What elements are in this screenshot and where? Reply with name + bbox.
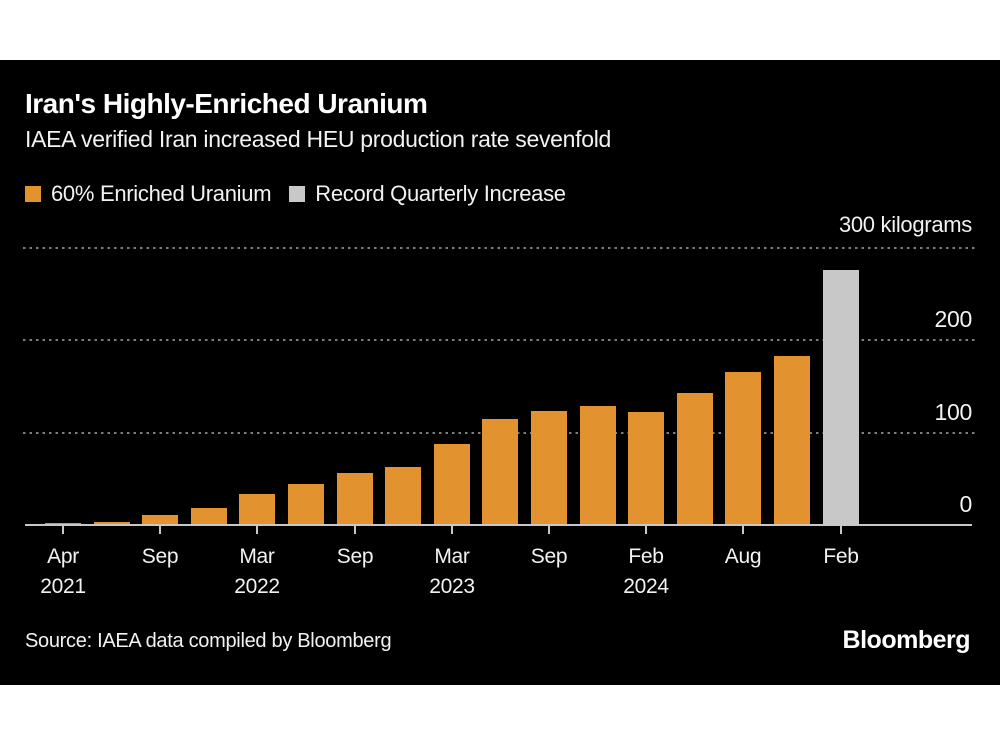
x-tick-month: Apr (47, 545, 79, 568)
bar (774, 356, 810, 524)
legend-swatch-gray-icon (289, 186, 306, 202)
bar (531, 411, 567, 524)
bar (482, 419, 518, 524)
y-axis-label-0: 0 (959, 491, 973, 517)
x-tick-month: Sep (141, 545, 179, 568)
bar (239, 494, 275, 524)
legend-item-enriched-uranium: 60% Enriched Uranium (25, 181, 272, 207)
x-axis-tick (354, 526, 356, 534)
bar (628, 412, 664, 524)
y-axis-label-100: 100 (934, 398, 973, 425)
y-axis-label-200: 200 (934, 306, 973, 333)
x-axis-tick (742, 526, 744, 534)
x-tick-label: Sep (494, 542, 604, 572)
legend-swatch-orange-icon (25, 186, 41, 202)
x-tick-label: Feb 2024 (591, 542, 701, 602)
x-tick-year: 2024 (623, 575, 669, 598)
source-text: Source: IAEA data compiled by Bloomberg (25, 630, 392, 652)
bar (725, 372, 761, 524)
x-tick-label: Mar 2023 (397, 542, 507, 602)
bar (142, 515, 178, 524)
bar (337, 473, 373, 524)
x-tick-month: Feb (823, 545, 859, 568)
x-tick-label: Sep (300, 542, 410, 572)
x-tick-label: Sep (105, 542, 215, 572)
chart-card: Iran's Highly-Enriched Uranium IAEA veri… (0, 60, 1000, 685)
x-axis-tick (159, 526, 161, 534)
gridline-300 (23, 247, 975, 249)
bar (191, 508, 227, 524)
bloomberg-logo: Bloomberg (842, 626, 971, 654)
legend-item-record-increase: Record Quarterly Increase (289, 181, 566, 207)
legend-label: Record Quarterly Increase (315, 181, 566, 206)
bar (677, 393, 713, 524)
x-tick-month: Feb (628, 545, 664, 568)
x-tick-month: Sep (336, 545, 374, 568)
bar (385, 467, 421, 524)
plot-area: Apr 2021 Sep Mar 2022 Sep Mar 2023 Sep Feb 2024 Aug… (0, 60, 1000, 685)
x-tick-year: 2023 (429, 575, 475, 598)
x-tick-year: 2022 (234, 575, 280, 598)
y-axis-unit-label: 300 kilograms (838, 212, 972, 237)
x-axis-tick (548, 526, 550, 534)
x-tick-label: Aug (688, 542, 798, 572)
x-tick-label: Apr 2021 (8, 542, 118, 602)
x-tick-year: 2021 (40, 575, 86, 598)
x-tick-label: Feb (786, 542, 896, 572)
x-tick-month: Aug (724, 545, 762, 568)
bar (288, 484, 324, 524)
x-tick-label: Mar 2022 (202, 542, 312, 602)
x-axis-tick (840, 526, 842, 534)
x-tick-month: Sep (530, 545, 568, 568)
x-axis-tick (256, 526, 258, 534)
bar (94, 522, 130, 524)
bar (580, 406, 616, 524)
x-axis-line (25, 524, 972, 526)
x-tick-month: Mar (434, 545, 470, 568)
bar (434, 444, 470, 524)
x-axis-tick (645, 526, 647, 534)
legend: 60% Enriched Uranium Record Quarterly In… (25, 181, 566, 207)
bar-record-increase (823, 270, 859, 524)
x-tick-month: Mar (239, 545, 275, 568)
x-axis-tick (451, 526, 453, 534)
gridline-200 (23, 339, 975, 342)
chart-subtitle: IAEA verified Iran increased HEU product… (25, 126, 612, 152)
x-axis-tick (62, 526, 64, 534)
bar (45, 523, 81, 524)
legend-label: 60% Enriched Uranium (51, 181, 272, 206)
chart-title: Iran's Highly-Enriched Uranium (25, 88, 428, 119)
